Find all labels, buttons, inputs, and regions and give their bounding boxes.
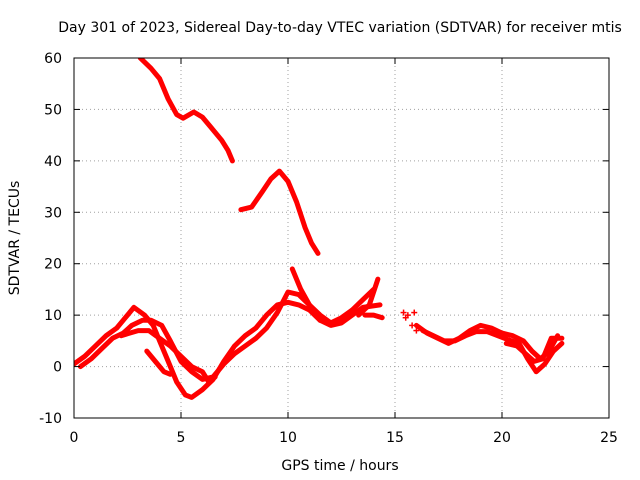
x-tick-label: 15 — [386, 430, 404, 446]
y-tick-label: 20 — [44, 257, 62, 273]
series-line-arc-low-3 — [118, 328, 218, 385]
y-tick-label: 30 — [44, 205, 62, 221]
series-line-arc-low-4 — [144, 348, 173, 377]
series-line-arc-tail-3 — [503, 335, 565, 364]
y-tick-label: -10 — [39, 411, 62, 427]
x-axis-label: GPS time / hours — [281, 458, 398, 474]
plot-frame — [73, 57, 610, 419]
y-tick-label: 0 — [53, 360, 62, 376]
data-point-marker — [413, 327, 420, 334]
series-line-arc-low-7 — [362, 312, 385, 321]
series-line-arc-high-1 — [137, 58, 235, 164]
y-tick-label: 50 — [44, 102, 62, 118]
axis-ticks: 0 5 10 15 20 25 -10 0 10 20 30 40 50 60 — [39, 51, 618, 446]
x-tick-label: 10 — [279, 430, 297, 446]
chart-title: Day 301 of 2023, Sidereal Day-to-day VTE… — [58, 20, 622, 36]
data-point-marker — [411, 309, 418, 316]
data-point-marker — [409, 322, 416, 329]
series-line-arc-high-2 — [238, 168, 321, 256]
y-axis-label: SDTVAR / TECUs — [7, 181, 23, 296]
y-tick-label: 60 — [44, 51, 62, 67]
x-tick-label: 0 — [70, 430, 79, 446]
series-line-arc-low-5 — [289, 266, 383, 328]
series-line-arc-low-6 — [356, 276, 381, 318]
x-tick-label: 5 — [177, 430, 186, 446]
x-tick-label: 20 — [493, 430, 511, 446]
data-series — [74, 58, 565, 400]
y-tick-label: 10 — [44, 308, 62, 324]
data-point-marker — [404, 312, 411, 319]
series-line-arc-low-1 — [74, 286, 377, 400]
y-tick-label: 40 — [44, 154, 62, 170]
series-line-arc-tail-2 — [420, 328, 565, 375]
data-point-marker — [400, 309, 407, 316]
x-tick-label: 25 — [600, 430, 618, 446]
